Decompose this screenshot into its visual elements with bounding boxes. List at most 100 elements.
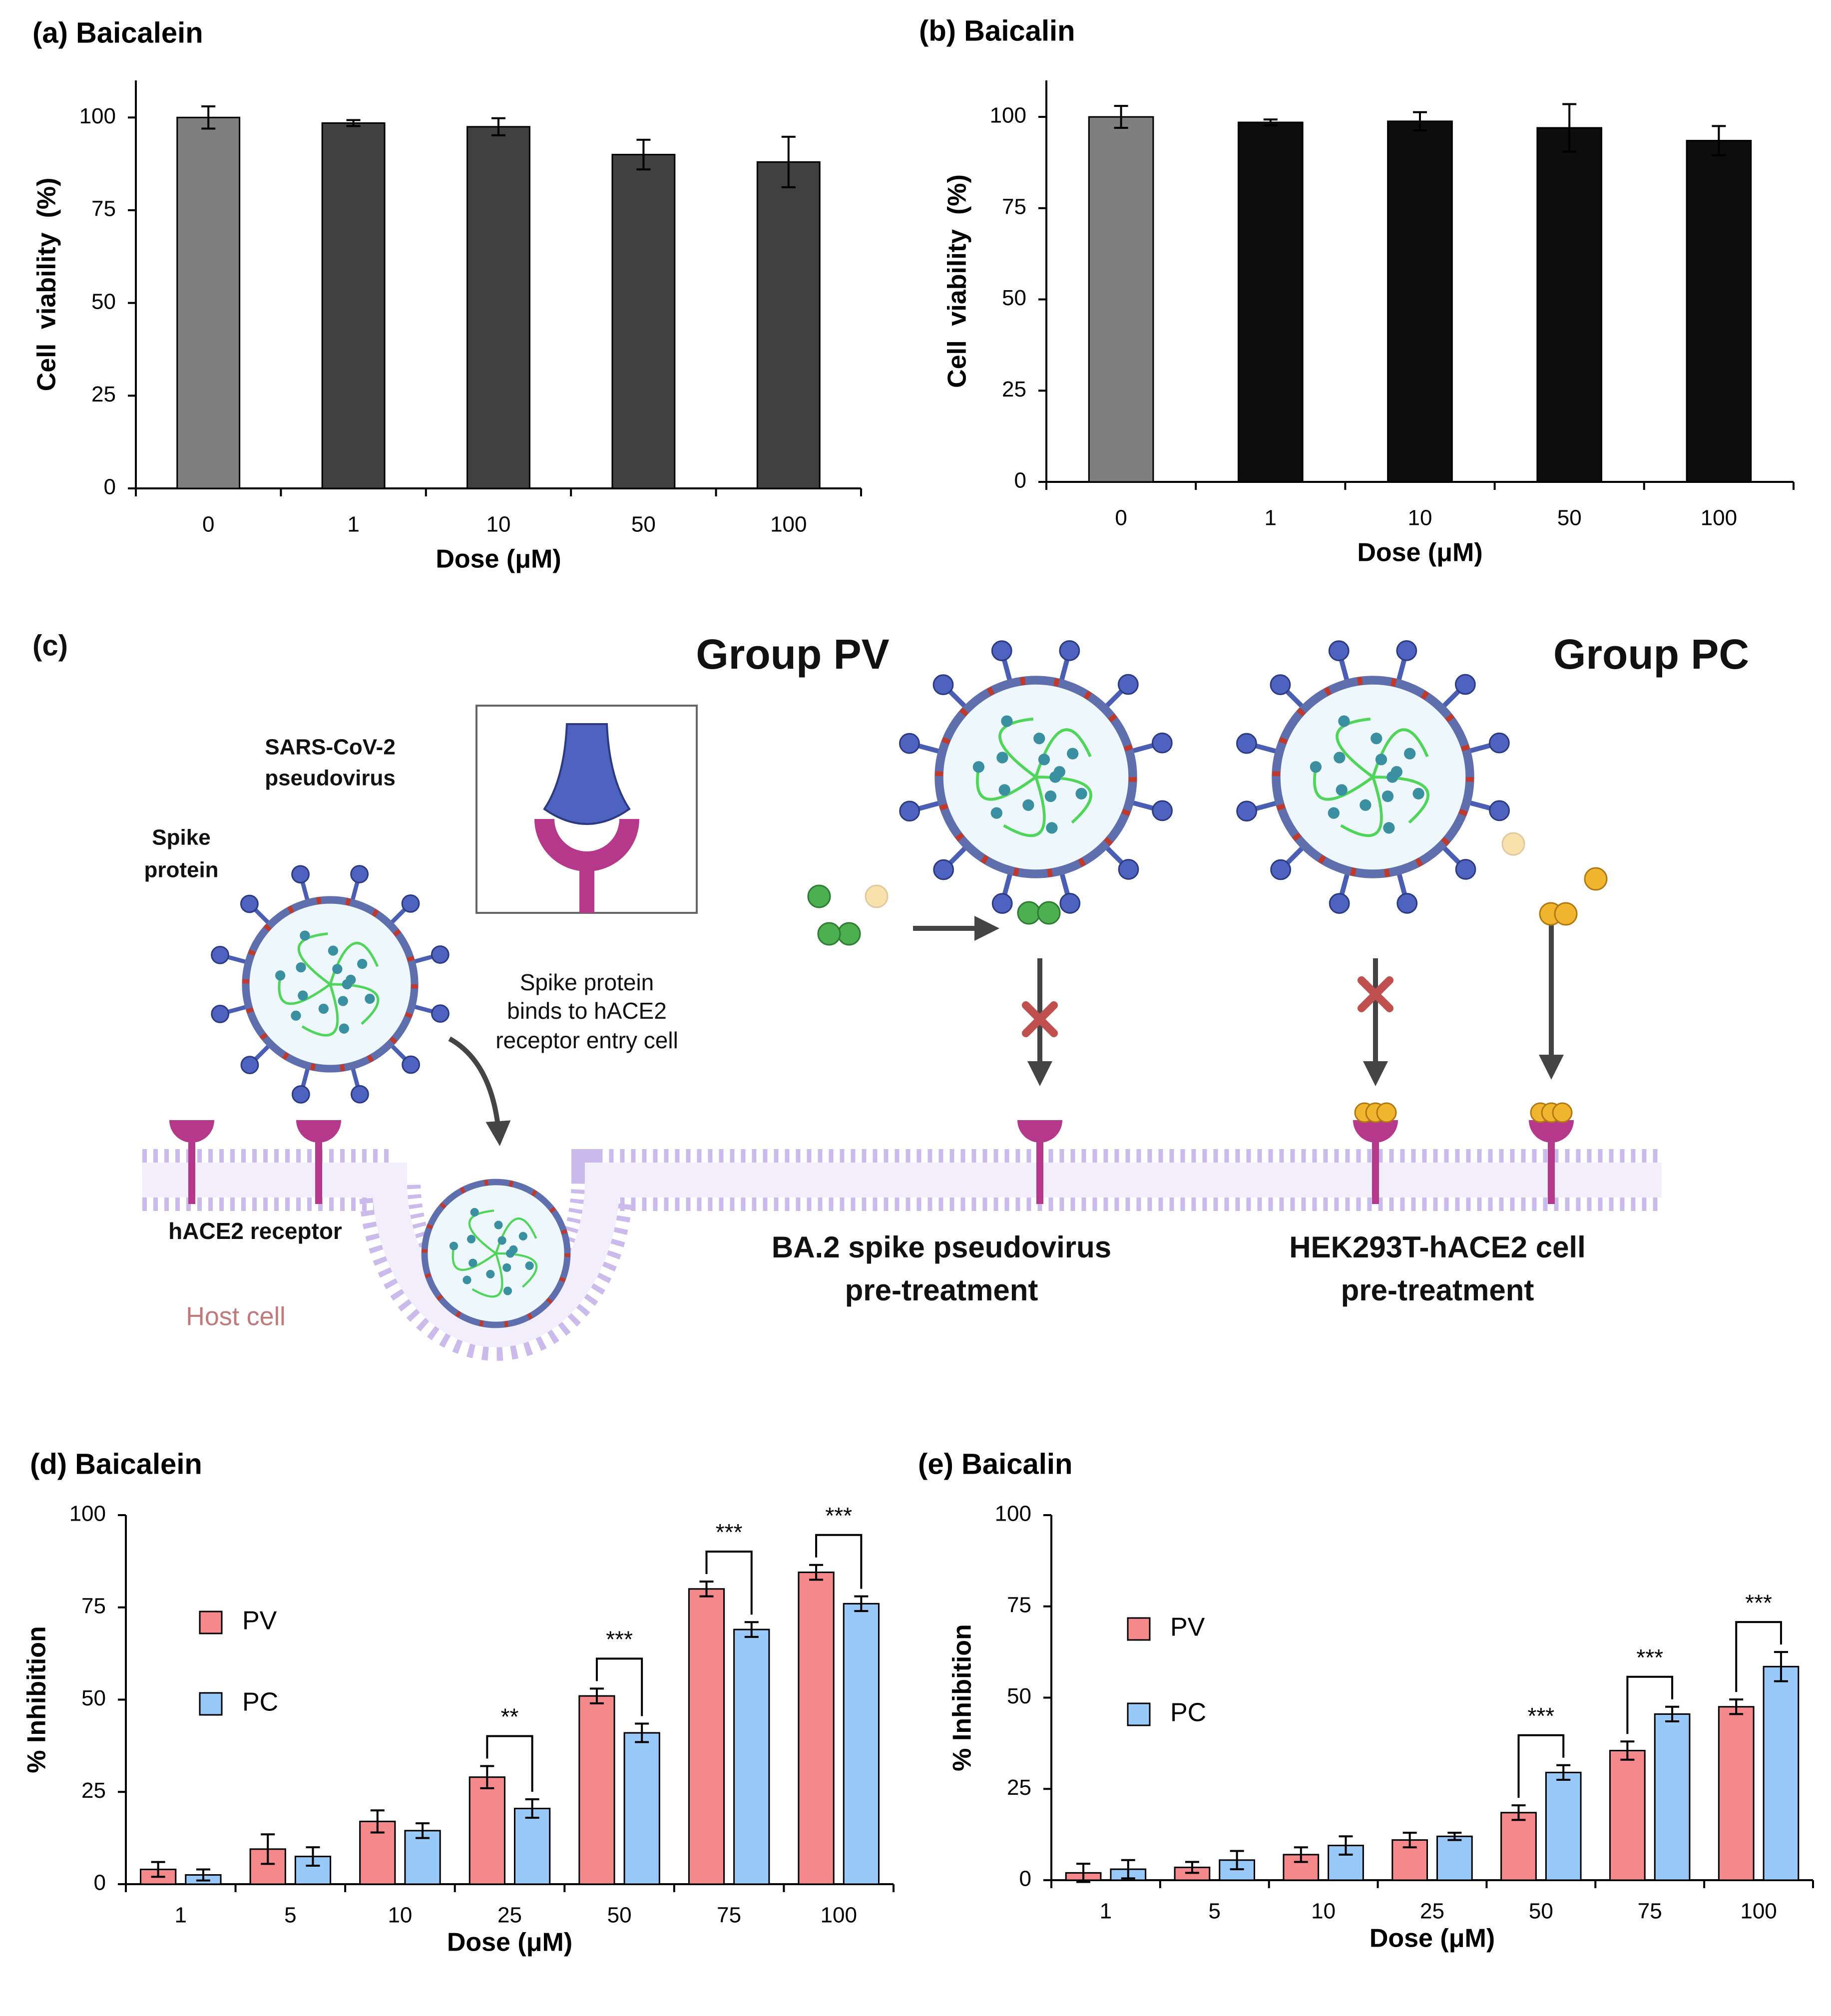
error-bar: [370, 1809, 385, 1834]
spike-head: [991, 893, 1013, 914]
y-tick-label: 75: [1002, 194, 1026, 219]
rna-dot: [1390, 766, 1403, 778]
rna-dot: [518, 1231, 527, 1241]
significance-bracket: [815, 1534, 863, 1589]
error-bar: [480, 1765, 494, 1789]
spike-head: [431, 945, 450, 964]
error-bar: [151, 1861, 165, 1878]
bar: [756, 161, 821, 489]
error-bar: [1339, 1835, 1353, 1856]
spike-head: [1329, 893, 1350, 914]
error-bar: [635, 1722, 649, 1743]
rna-dot: [318, 1003, 329, 1014]
envelope-marks: [242, 896, 418, 1072]
spike-head: [291, 865, 310, 884]
receptor-head: [296, 1120, 341, 1143]
rna-dot: [996, 752, 1008, 764]
significance-bracket: [595, 1657, 643, 1716]
x-tick-label: 25: [1420, 1899, 1444, 1924]
error-bar: [306, 1846, 320, 1867]
error-bar: [1114, 105, 1128, 129]
rna-dot: [462, 1275, 471, 1284]
x-tick-label: 50: [1557, 506, 1582, 530]
rna-dot: [503, 1286, 512, 1295]
rna-dot: [1038, 754, 1050, 766]
bar: [578, 1695, 615, 1885]
spike-head: [431, 1004, 450, 1023]
rna-dot: [1360, 799, 1372, 811]
significance-label: ***: [1745, 1590, 1772, 1615]
virus: [899, 640, 1173, 914]
spike-head: [899, 801, 920, 822]
rna-dot: [291, 1010, 301, 1021]
significance-bracket: [1517, 1734, 1565, 1798]
significance-bracket: [1735, 1621, 1782, 1692]
drug-molecule: [1017, 901, 1041, 925]
diagram-text: SARS-CoV-2: [265, 735, 396, 760]
significance-label: ***: [606, 1626, 633, 1652]
rna: [278, 932, 380, 1037]
bar: [843, 1603, 880, 1885]
error-bar: [1121, 1859, 1135, 1880]
rna-dot: [1336, 784, 1348, 796]
receptor-stem: [315, 1140, 322, 1204]
y-tick-label: 25: [1007, 1775, 1031, 1800]
error-bar: [1665, 1705, 1680, 1723]
y-tick-label: 100: [69, 1502, 106, 1526]
spike-head: [932, 674, 954, 696]
error-bar: [416, 1822, 430, 1839]
rna-dot: [332, 964, 343, 974]
bar: [1500, 1812, 1537, 1881]
rna-dot: [998, 784, 1010, 796]
rna-dot: [1404, 748, 1416, 760]
bar: [321, 122, 386, 489]
envelope-marks: [422, 1179, 570, 1328]
rna-dot: [470, 1208, 479, 1217]
spike-head: [1236, 733, 1257, 754]
spike-head: [1059, 640, 1080, 661]
spike-head: [1236, 801, 1258, 822]
x-tick-label: 100: [1701, 506, 1737, 530]
x-tick-label: 5: [284, 1903, 296, 1928]
bar: [1545, 1771, 1582, 1881]
y-tick-label: 50: [81, 1686, 106, 1710]
error-bar: [1712, 125, 1726, 156]
rna-dot: [1334, 752, 1346, 764]
significance-label: ***: [1636, 1644, 1663, 1670]
diagram-text: hACE2 receptor: [168, 1218, 342, 1244]
x-tick-label: 50: [607, 1903, 632, 1928]
receptor-stem: [1036, 1140, 1043, 1204]
y-tick-label: 100: [990, 103, 1026, 128]
rna-dot: [468, 1258, 477, 1267]
y-tick-label: 75: [1007, 1593, 1031, 1617]
diagram-text: Group PV: [696, 631, 889, 678]
rna-dot: [300, 930, 310, 941]
receptor-head: [169, 1120, 214, 1143]
rna-dot: [1338, 715, 1350, 727]
spike-head: [1270, 859, 1292, 880]
spike-head: [1396, 892, 1418, 914]
legend-swatch: [199, 1692, 223, 1716]
spike-head: [1489, 800, 1510, 821]
legend-label: PC: [1170, 1698, 1206, 1727]
rna-dot: [990, 807, 1002, 819]
diagram-text: Spike: [152, 825, 210, 850]
receptor-head: [1017, 1120, 1062, 1143]
significance-label: **: [501, 1704, 519, 1730]
rna-dot: [972, 761, 985, 773]
error-bar: [1620, 1740, 1635, 1761]
y-tick-label: 25: [1002, 377, 1026, 402]
x-tick-label: 75: [717, 1903, 741, 1928]
x-axis-label: Dose (μM): [1357, 538, 1482, 567]
bar: [1718, 1706, 1755, 1881]
bar: [468, 1776, 505, 1885]
significance-bracket: [1626, 1675, 1674, 1734]
rna-dot: [1053, 766, 1066, 778]
x-tick-label: 10: [388, 1903, 412, 1928]
receptor-stem: [1548, 1140, 1555, 1204]
diagram-text: binds to hACE2: [507, 998, 667, 1024]
y-axis-label: % Inhibition: [22, 1626, 51, 1773]
rna-dot: [1412, 788, 1424, 800]
spike-head: [402, 1055, 421, 1074]
